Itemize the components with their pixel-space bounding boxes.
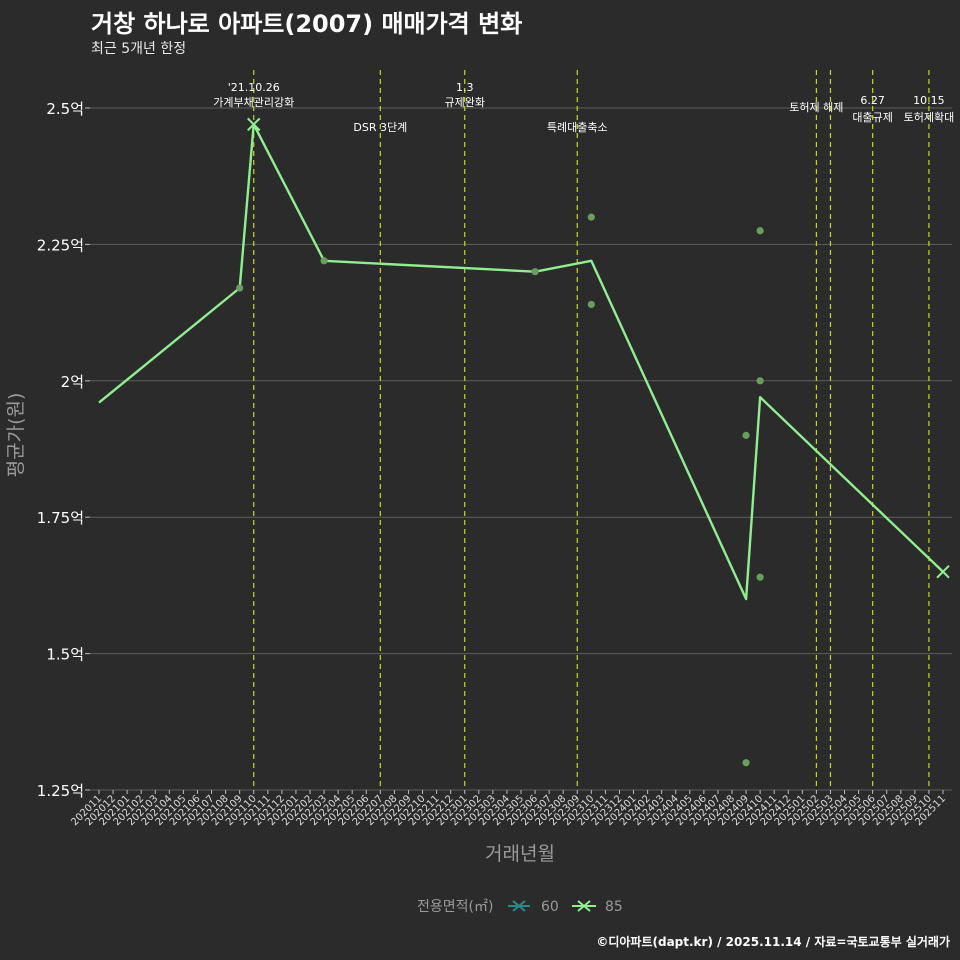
series-marker-85	[247, 117, 261, 132]
source-caption: ©디아파트(dapt.kr) / 2025.11.14 / 자료=국토교통부 실…	[596, 935, 950, 949]
chart-title: 거창 하나로 아파트(2007) 매매가격 변화	[91, 10, 523, 38]
transaction-point	[587, 213, 595, 221]
transaction-point	[742, 759, 750, 767]
legend: 전용면적(㎡) 60 85	[417, 899, 623, 915]
series-layer	[98, 117, 950, 601]
transaction-point	[531, 268, 539, 276]
y-tick-label: 1.75억	[37, 509, 84, 527]
x-axis: 2020112020122021012021022021032021042021…	[69, 790, 948, 828]
legend-title: 전용면적(㎡)	[417, 899, 493, 915]
transaction-point	[742, 431, 750, 439]
transaction-point	[587, 300, 595, 309]
grid-layer	[90, 107, 952, 791]
legend-item-85: 85	[572, 899, 623, 915]
transaction-point	[236, 284, 244, 292]
y-tick-label: 1.25억	[37, 782, 84, 800]
transaction-points	[236, 213, 764, 767]
event-label: 가계부채관리강화	[213, 96, 294, 109]
legend-label-85: 85	[605, 899, 623, 915]
event-label: 특례대출축소	[547, 121, 608, 134]
y-axis: 1.25억 1.5억 1.75억 2억 2.25억 2.5억	[37, 100, 90, 800]
event-label: 6.27	[860, 94, 885, 107]
event-label: DSR 3단계	[353, 121, 407, 134]
event-label: '21.10.26	[228, 81, 280, 94]
y-tick-label: 2억	[61, 373, 84, 391]
event-label: 토허제 해제	[789, 100, 843, 114]
transaction-point	[756, 227, 764, 235]
legend-key-cross-85	[577, 900, 591, 912]
transaction-point	[756, 573, 764, 581]
event-label: 대출규제	[852, 111, 892, 124]
event-label: 1.3	[456, 81, 474, 94]
y-axis-title: 평균가(원)	[5, 393, 27, 478]
event-label: 규제완화	[444, 96, 484, 109]
y-tick-label: 2.25억	[37, 236, 84, 254]
legend-item-60: 60	[508, 899, 559, 915]
chart-subtitle: 최근 5개년 한정	[91, 41, 187, 57]
transaction-point	[756, 377, 764, 385]
event-label: 토허제확대	[904, 111, 955, 124]
legend-key-cross-60	[512, 900, 526, 912]
event-label: 10.15	[913, 94, 945, 107]
y-tick-label: 1.5억	[46, 646, 84, 664]
series-marker-85	[936, 565, 950, 579]
legend-label-60: 60	[541, 899, 559, 915]
transaction-point	[320, 257, 328, 265]
x-axis-title: 거래년월	[485, 843, 555, 865]
y-tick-label: 2.5억	[46, 100, 84, 118]
